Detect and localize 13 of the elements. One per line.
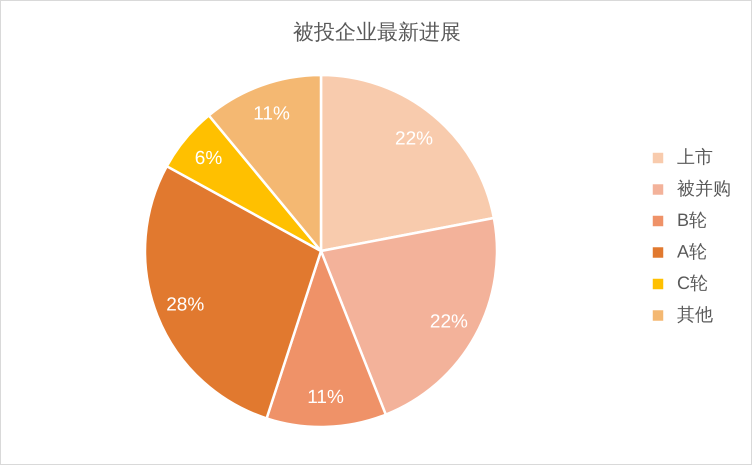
data-label: 6% — [194, 148, 222, 169]
data-label: 28% — [166, 294, 204, 316]
legend-label: B轮 — [677, 210, 708, 230]
legend-label: 上市 — [677, 147, 713, 167]
legend-label: 其他 — [677, 304, 713, 324]
legend-label: 被并购 — [677, 178, 731, 198]
data-label: 22% — [430, 311, 468, 332]
legend-label: C轮 — [677, 273, 708, 293]
data-label: 11% — [253, 104, 290, 125]
legend-label: A轮 — [677, 242, 708, 262]
data-label: 22% — [395, 128, 434, 150]
data-label: 11% — [307, 386, 344, 408]
chart-title: 被投企业最新进展 — [293, 21, 461, 44]
